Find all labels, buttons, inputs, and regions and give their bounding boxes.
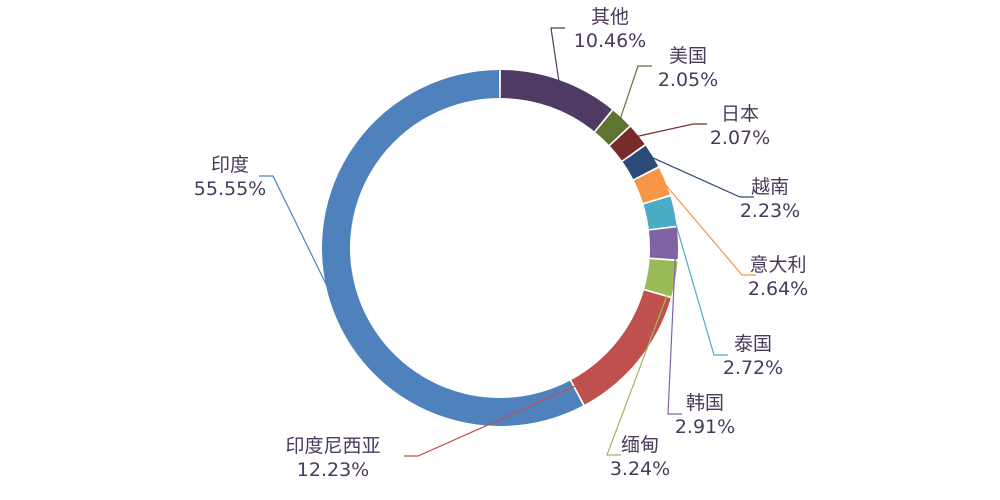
leader-line-4: [662, 181, 756, 276]
leader-line-3: [650, 156, 754, 198]
slice-value-label-7: 3.24%: [610, 458, 670, 480]
slice-value-label-5: 2.72%: [723, 357, 783, 379]
slice-name-label-2: 日本: [721, 103, 759, 125]
donut-slice-2: [609, 126, 645, 161]
donut-slice-1: [595, 110, 630, 145]
leader-line-6: [667, 243, 682, 415]
slice-name-label-3: 越南: [751, 176, 789, 198]
leader-line-5: [671, 211, 728, 356]
leader-line-8: [404, 358, 638, 457]
slices-group: [322, 70, 678, 427]
leader-line-9: [259, 175, 330, 291]
donut-slice-8: [571, 290, 671, 405]
leader-line-0: [550, 27, 565, 83]
leader-line-2: [636, 123, 707, 138]
slice-value-label-6: 2.91%: [675, 416, 735, 438]
donut-slice-3: [622, 145, 659, 180]
donut-slice-6: [648, 227, 678, 260]
donut-slice-9: [322, 70, 584, 427]
donut-slice-7: [644, 259, 678, 297]
slice-value-label-2: 2.07%: [710, 127, 770, 149]
slice-value-label-3: 2.23%: [740, 200, 800, 222]
donut-slice-4: [633, 167, 670, 204]
slice-name-label-6: 韩国: [686, 392, 724, 414]
leader-line-1: [619, 65, 652, 120]
slice-value-label-0: 10.46%: [574, 30, 646, 52]
slice-name-label-8: 印度尼西亚: [285, 435, 380, 457]
slice-name-label-7: 缅甸: [621, 434, 659, 456]
slice-name-label-1: 美国: [669, 45, 707, 67]
slice-name-label-4: 意大利: [749, 254, 806, 276]
slice-value-label-9: 55.55%: [194, 178, 266, 200]
leader-line-7: [606, 278, 674, 456]
donut-slice-0: [500, 70, 612, 132]
slice-name-label-9: 印度: [211, 154, 249, 176]
slice-name-label-0: 其他: [591, 6, 629, 28]
donut-slice-5: [643, 196, 677, 230]
labels-group: 其他10.46%美国2.05%日本2.07%越南2.23%意大利2.64%泰国2…: [194, 6, 808, 481]
slice-value-label-4: 2.64%: [748, 278, 808, 300]
slice-value-label-1: 2.05%: [658, 69, 718, 91]
slice-name-label-5: 泰国: [734, 333, 772, 355]
leader-lines-group: [259, 27, 756, 457]
slice-value-label-8: 12.23%: [297, 459, 369, 481]
